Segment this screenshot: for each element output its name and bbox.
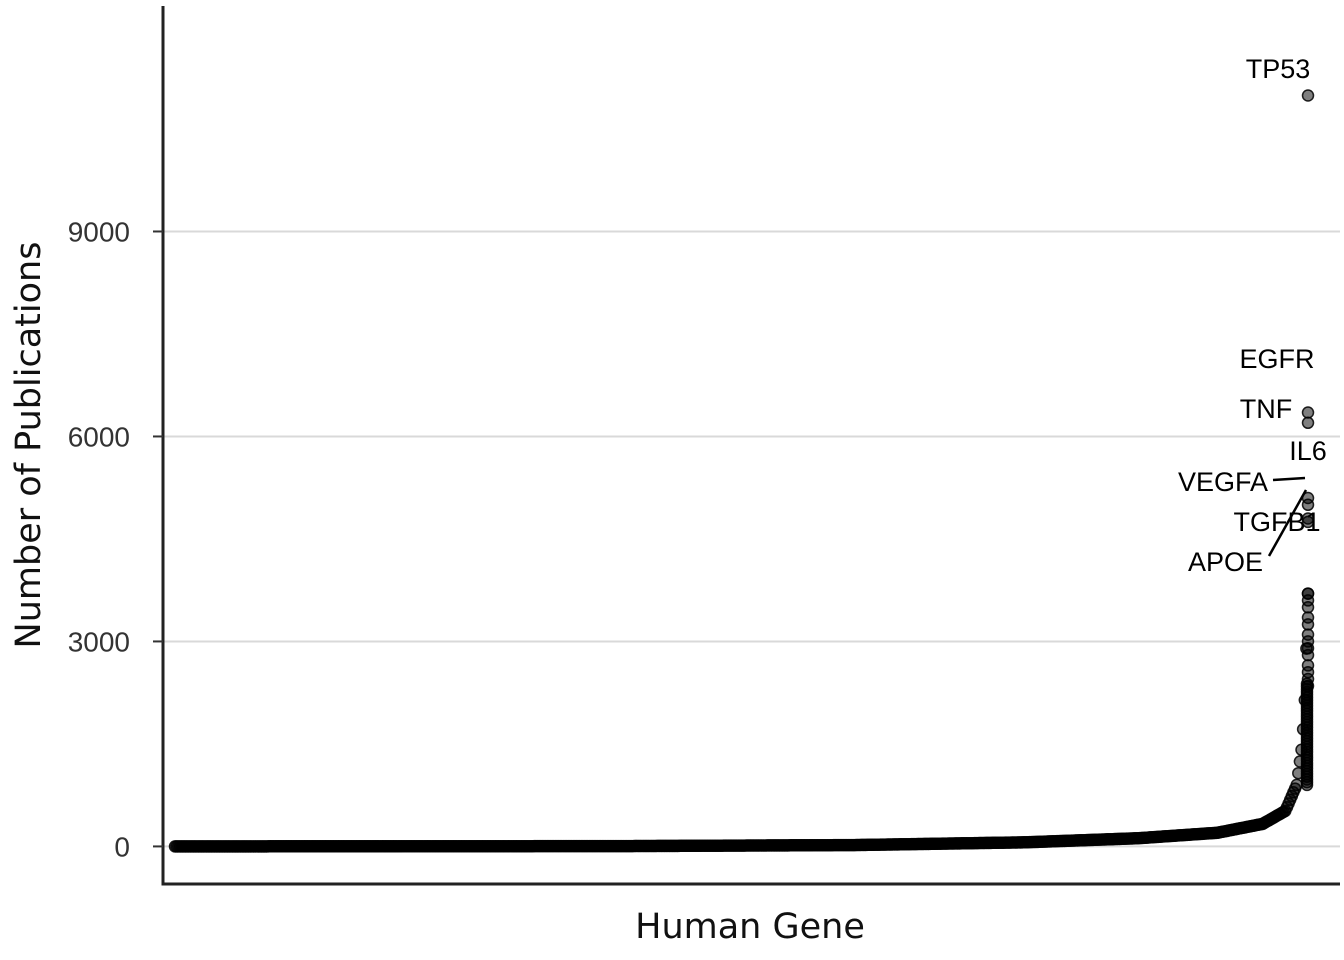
- gene-point-apoe: [1301, 515, 1315, 529]
- annotation-vegfa: VEGFA: [1178, 467, 1268, 497]
- gene-point: [1290, 778, 1303, 792]
- point-annotations: TP53 EGFR TNF IL6 VEGFA TGFB1 APOE: [1178, 54, 1327, 577]
- annotation-il6: IL6: [1289, 436, 1327, 466]
- annotation-apoe: APOE: [1188, 547, 1263, 577]
- x-axis-title: Human Gene: [635, 907, 865, 947]
- gene-point-tp53: [1301, 89, 1315, 102]
- gene-point: [1301, 679, 1315, 693]
- gene-points: [168, 587, 1315, 853]
- annotation-egfr: EGFR: [1239, 344, 1314, 374]
- y-axis-title: Number of Publications: [9, 242, 49, 649]
- gene-point: [1301, 618, 1315, 631]
- gene-point-vegfa: [1301, 498, 1315, 512]
- gene-point: [1301, 648, 1315, 662]
- top-gene-points: [1301, 89, 1315, 693]
- annotation-tnf: TNF: [1240, 394, 1292, 424]
- gene-point: [1301, 601, 1315, 614]
- annotation-tp53: TP53: [1246, 54, 1311, 84]
- leader-line-vegfa: [1272, 476, 1306, 482]
- leader-line-apoe: [1267, 489, 1308, 557]
- annotation-tgfb1: TGFB1: [1233, 507, 1320, 537]
- axes: [161, 6, 1340, 886]
- y-tick-label-9000: 9000: [68, 216, 130, 247]
- gene-point-tnf: [1301, 416, 1315, 430]
- y-tick-label-3000: 3000: [68, 626, 130, 657]
- y-tick-label-0: 0: [114, 831, 130, 862]
- y-tick-label-6000: 6000: [68, 421, 130, 452]
- y-ticks: 0 3000 6000 9000: [68, 216, 163, 862]
- gene-point-egfr: [1301, 406, 1315, 419]
- gridlines: [163, 230, 1340, 848]
